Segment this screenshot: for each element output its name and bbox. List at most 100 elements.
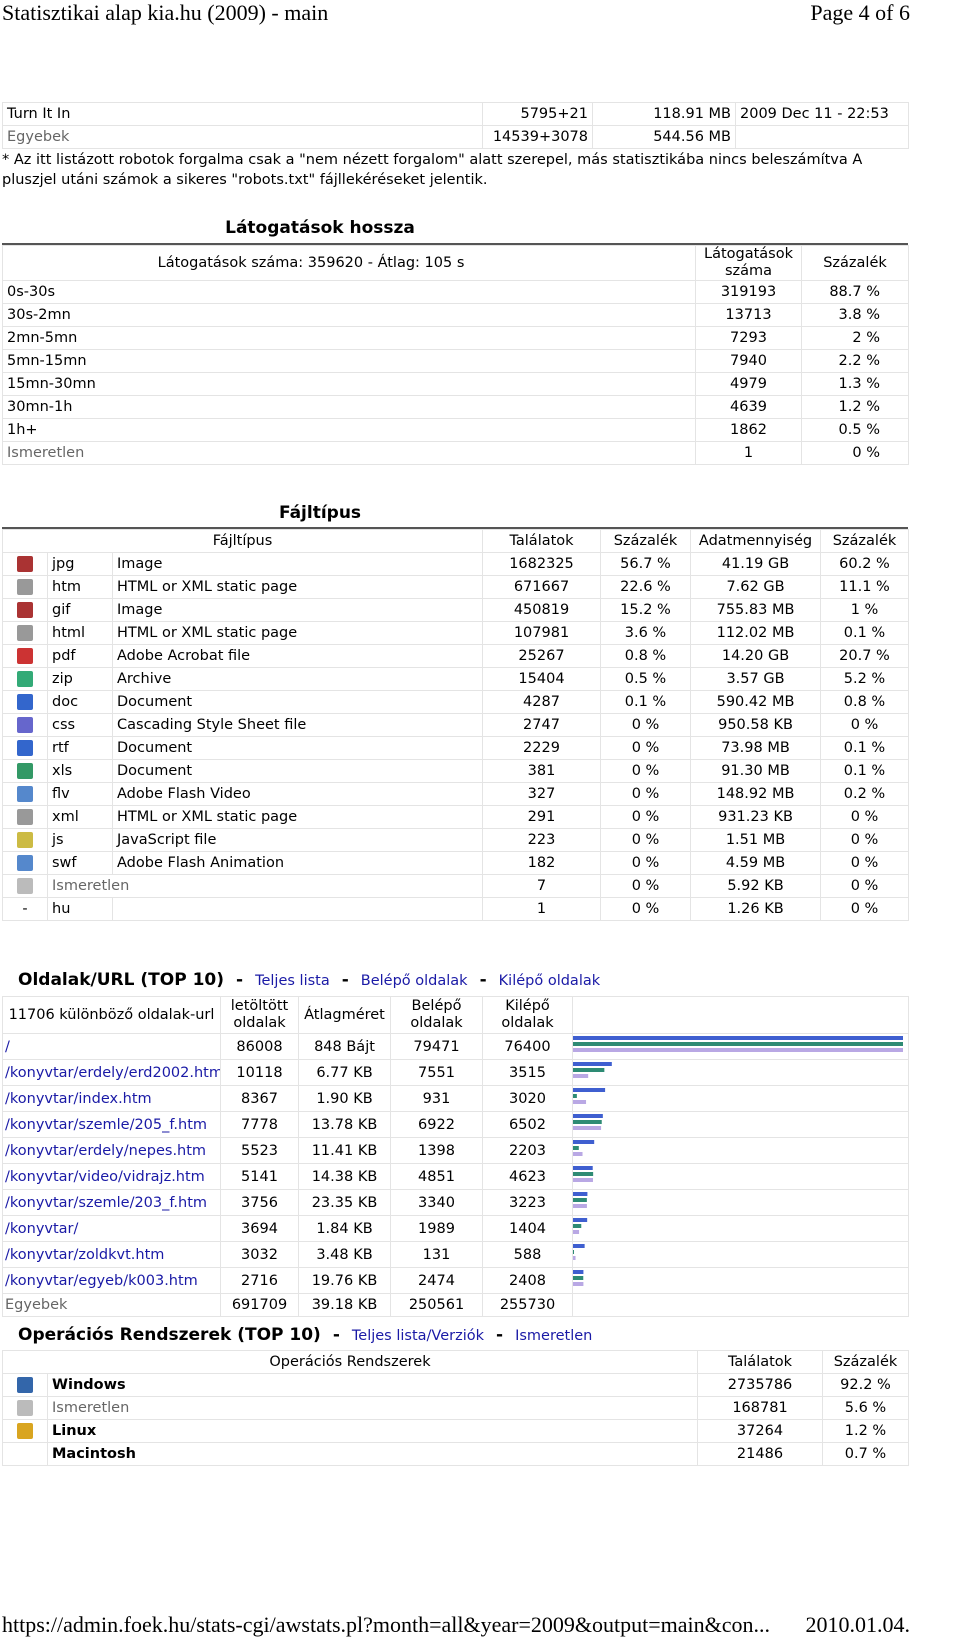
bar bbox=[573, 1256, 576, 1260]
table-row: jpg Image 1682325 56.7 % 41.19 GB 60.2 % bbox=[2, 552, 909, 576]
cell: 1862 bbox=[695, 418, 802, 442]
cell: 5.2 % bbox=[820, 667, 909, 691]
bars bbox=[573, 1088, 606, 1104]
cell: 1404 bbox=[482, 1215, 573, 1242]
table-row: 1h+ 1862 0.5 % bbox=[2, 418, 909, 442]
cell: 118.91 MB bbox=[592, 102, 736, 126]
bar bbox=[573, 1042, 903, 1046]
cell: 0 % bbox=[600, 759, 691, 783]
cell: swf bbox=[47, 851, 113, 875]
cell: 0.1 % bbox=[820, 621, 909, 645]
cell: 60.2 % bbox=[820, 552, 909, 576]
cell: 23.35 KB bbox=[298, 1189, 391, 1216]
cell: 21486 bbox=[697, 1442, 823, 1466]
cell: 2408 bbox=[482, 1267, 573, 1294]
cell: 7551 bbox=[390, 1059, 483, 1086]
icon-cell bbox=[2, 598, 48, 622]
icon-cell bbox=[2, 874, 48, 898]
file-icon bbox=[17, 625, 33, 641]
link[interactable]: Belépő oldalak bbox=[360, 973, 468, 989]
cell: 15.2 % bbox=[600, 598, 691, 622]
bar bbox=[573, 1204, 587, 1208]
cell: 91.30 MB bbox=[690, 759, 821, 783]
cell: 86008 bbox=[220, 1033, 299, 1060]
header-cell: Százalék bbox=[801, 245, 909, 281]
cell: 590.42 MB bbox=[690, 690, 821, 714]
cell: 1398 bbox=[390, 1137, 483, 1164]
cell: doc bbox=[47, 690, 113, 714]
header-cell bbox=[572, 996, 909, 1034]
bar bbox=[573, 1224, 582, 1228]
cell: 588 bbox=[482, 1241, 573, 1268]
cell: htm bbox=[47, 575, 113, 599]
separator: - bbox=[236, 970, 244, 990]
title-text: Oldalak/URL (TOP 10) bbox=[18, 970, 225, 990]
cell: /konyvtar/ bbox=[2, 1215, 221, 1242]
table-row: 0s-30s 319193 88.7 % bbox=[2, 280, 909, 304]
cell: 0 % bbox=[600, 828, 691, 852]
header-row: Operációs Rendszerek Találatok Százalék bbox=[2, 1350, 909, 1374]
cell: 15mn-30mn bbox=[2, 372, 696, 396]
icon-cell bbox=[2, 644, 48, 668]
cell: 1.51 MB bbox=[690, 828, 821, 852]
header-row: Fájltípus Találatok Százalék Adatmennyiség S… bbox=[2, 529, 909, 553]
cell: 0.2 % bbox=[820, 782, 909, 806]
table-row: /konyvtar/index.htm 8367 1.90 KB 931 3020 bbox=[2, 1085, 909, 1112]
bar-cell bbox=[572, 1215, 909, 1242]
table-row: 2mn-5mn 7293 2 % bbox=[2, 326, 909, 350]
table-row: Ismeretlen 7 0 % 5.92 KB 0 % bbox=[2, 874, 909, 898]
cell: 5795+21 bbox=[482, 102, 593, 126]
header-cell: Kilépő oldalak bbox=[482, 996, 573, 1034]
bars bbox=[573, 1244, 585, 1260]
rule bbox=[2, 243, 908, 245]
cell: Image bbox=[112, 552, 483, 576]
cell: 7940 bbox=[695, 349, 802, 373]
bar bbox=[573, 1192, 588, 1196]
cell: 3340 bbox=[390, 1189, 483, 1216]
cell: 6502 bbox=[482, 1111, 573, 1138]
cell: 4639 bbox=[695, 395, 802, 419]
header-cell: Látogatások száma bbox=[695, 245, 802, 281]
cell: 8367 bbox=[220, 1085, 299, 1112]
link[interactable]: Ismeretlen bbox=[515, 1328, 593, 1344]
table-row: /86008 848 Bájt 79471 76400 bbox=[2, 1033, 909, 1060]
cell: /konyvtar/erdely/nepes.htm bbox=[2, 1137, 221, 1164]
link[interactable]: Kilépő oldalak bbox=[498, 973, 601, 989]
icon-cell bbox=[2, 667, 48, 691]
bar-cell bbox=[572, 1085, 909, 1112]
cell: 7.62 GB bbox=[690, 575, 821, 599]
bar bbox=[573, 1036, 903, 1040]
section-title: Látogatások hossza bbox=[225, 218, 415, 238]
table-row: Ismeretlen 168781 5.6 % bbox=[2, 1396, 909, 1420]
cell: 4287 bbox=[482, 690, 601, 714]
cell: 3020 bbox=[482, 1085, 573, 1112]
cell: 223 bbox=[482, 828, 601, 852]
separator: - bbox=[341, 970, 349, 990]
cell: 112.02 MB bbox=[690, 621, 821, 645]
cell: 79471 bbox=[390, 1033, 483, 1060]
cell: 14.20 GB bbox=[690, 644, 821, 668]
table-row: 15mn-30mn 4979 1.3 % bbox=[2, 372, 909, 396]
table-row: Ismeretlen 1 0 % bbox=[2, 441, 909, 465]
cell: 1.84 KB bbox=[298, 1215, 391, 1242]
cell bbox=[112, 897, 483, 921]
cell: 0 % bbox=[820, 851, 909, 875]
cell: /konyvtar/egyeb/k003.htm bbox=[2, 1267, 221, 1294]
cell: 0 % bbox=[820, 897, 909, 921]
table-row: 30s-2mn 13713 3.8 % bbox=[2, 303, 909, 327]
file-icon bbox=[17, 878, 33, 894]
cell: 0.1 % bbox=[600, 690, 691, 714]
cell: 7778 bbox=[220, 1111, 299, 1138]
bar bbox=[573, 1282, 584, 1286]
title-text: Operációs Rendszerek (TOP 10) bbox=[18, 1325, 321, 1345]
table-row: /konyvtar/video/vidrajz.htm 5141 14.38 KB 4… bbox=[2, 1163, 909, 1190]
cell: 5.6 % bbox=[822, 1396, 909, 1420]
link[interactable]: Teljes lista/Verziók bbox=[351, 1328, 484, 1344]
cell: 381 bbox=[482, 759, 601, 783]
os-icon bbox=[17, 1377, 33, 1393]
link[interactable]: Teljes lista bbox=[255, 973, 330, 989]
file-icon bbox=[17, 556, 33, 572]
cell: 327 bbox=[482, 782, 601, 806]
cell: 2474 bbox=[390, 1267, 483, 1294]
bar bbox=[573, 1120, 602, 1124]
